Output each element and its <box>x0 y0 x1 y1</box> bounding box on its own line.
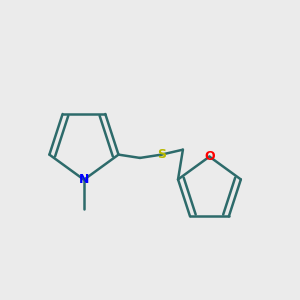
Text: O: O <box>204 150 215 163</box>
Text: S: S <box>157 148 166 161</box>
Text: N: N <box>79 173 89 186</box>
